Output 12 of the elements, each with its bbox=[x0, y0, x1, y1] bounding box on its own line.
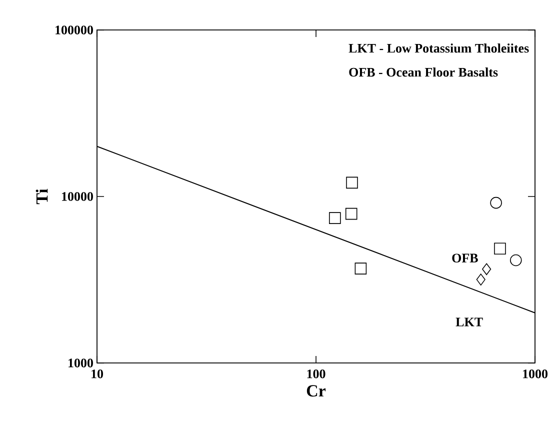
annotation: OFB - Ocean Floor Basalts bbox=[349, 68, 498, 77]
annotation: OFB bbox=[452, 254, 478, 262]
x-tick-label: 1000 bbox=[523, 370, 548, 378]
x-tick-label: 10 bbox=[92, 370, 104, 378]
annotation: LKT bbox=[456, 318, 483, 326]
annotation: LKT - Low Potassium Tholeiites bbox=[348, 44, 529, 53]
x-tick-label: 100 bbox=[307, 370, 326, 378]
x-axis-title: Cr bbox=[306, 385, 326, 397]
y-axis-title: Ti bbox=[36, 188, 48, 204]
y-tick-label: 10000 bbox=[62, 192, 93, 201]
y-tick-label: 100000 bbox=[56, 26, 93, 34]
y-tick-label: 1000 bbox=[68, 358, 93, 368]
